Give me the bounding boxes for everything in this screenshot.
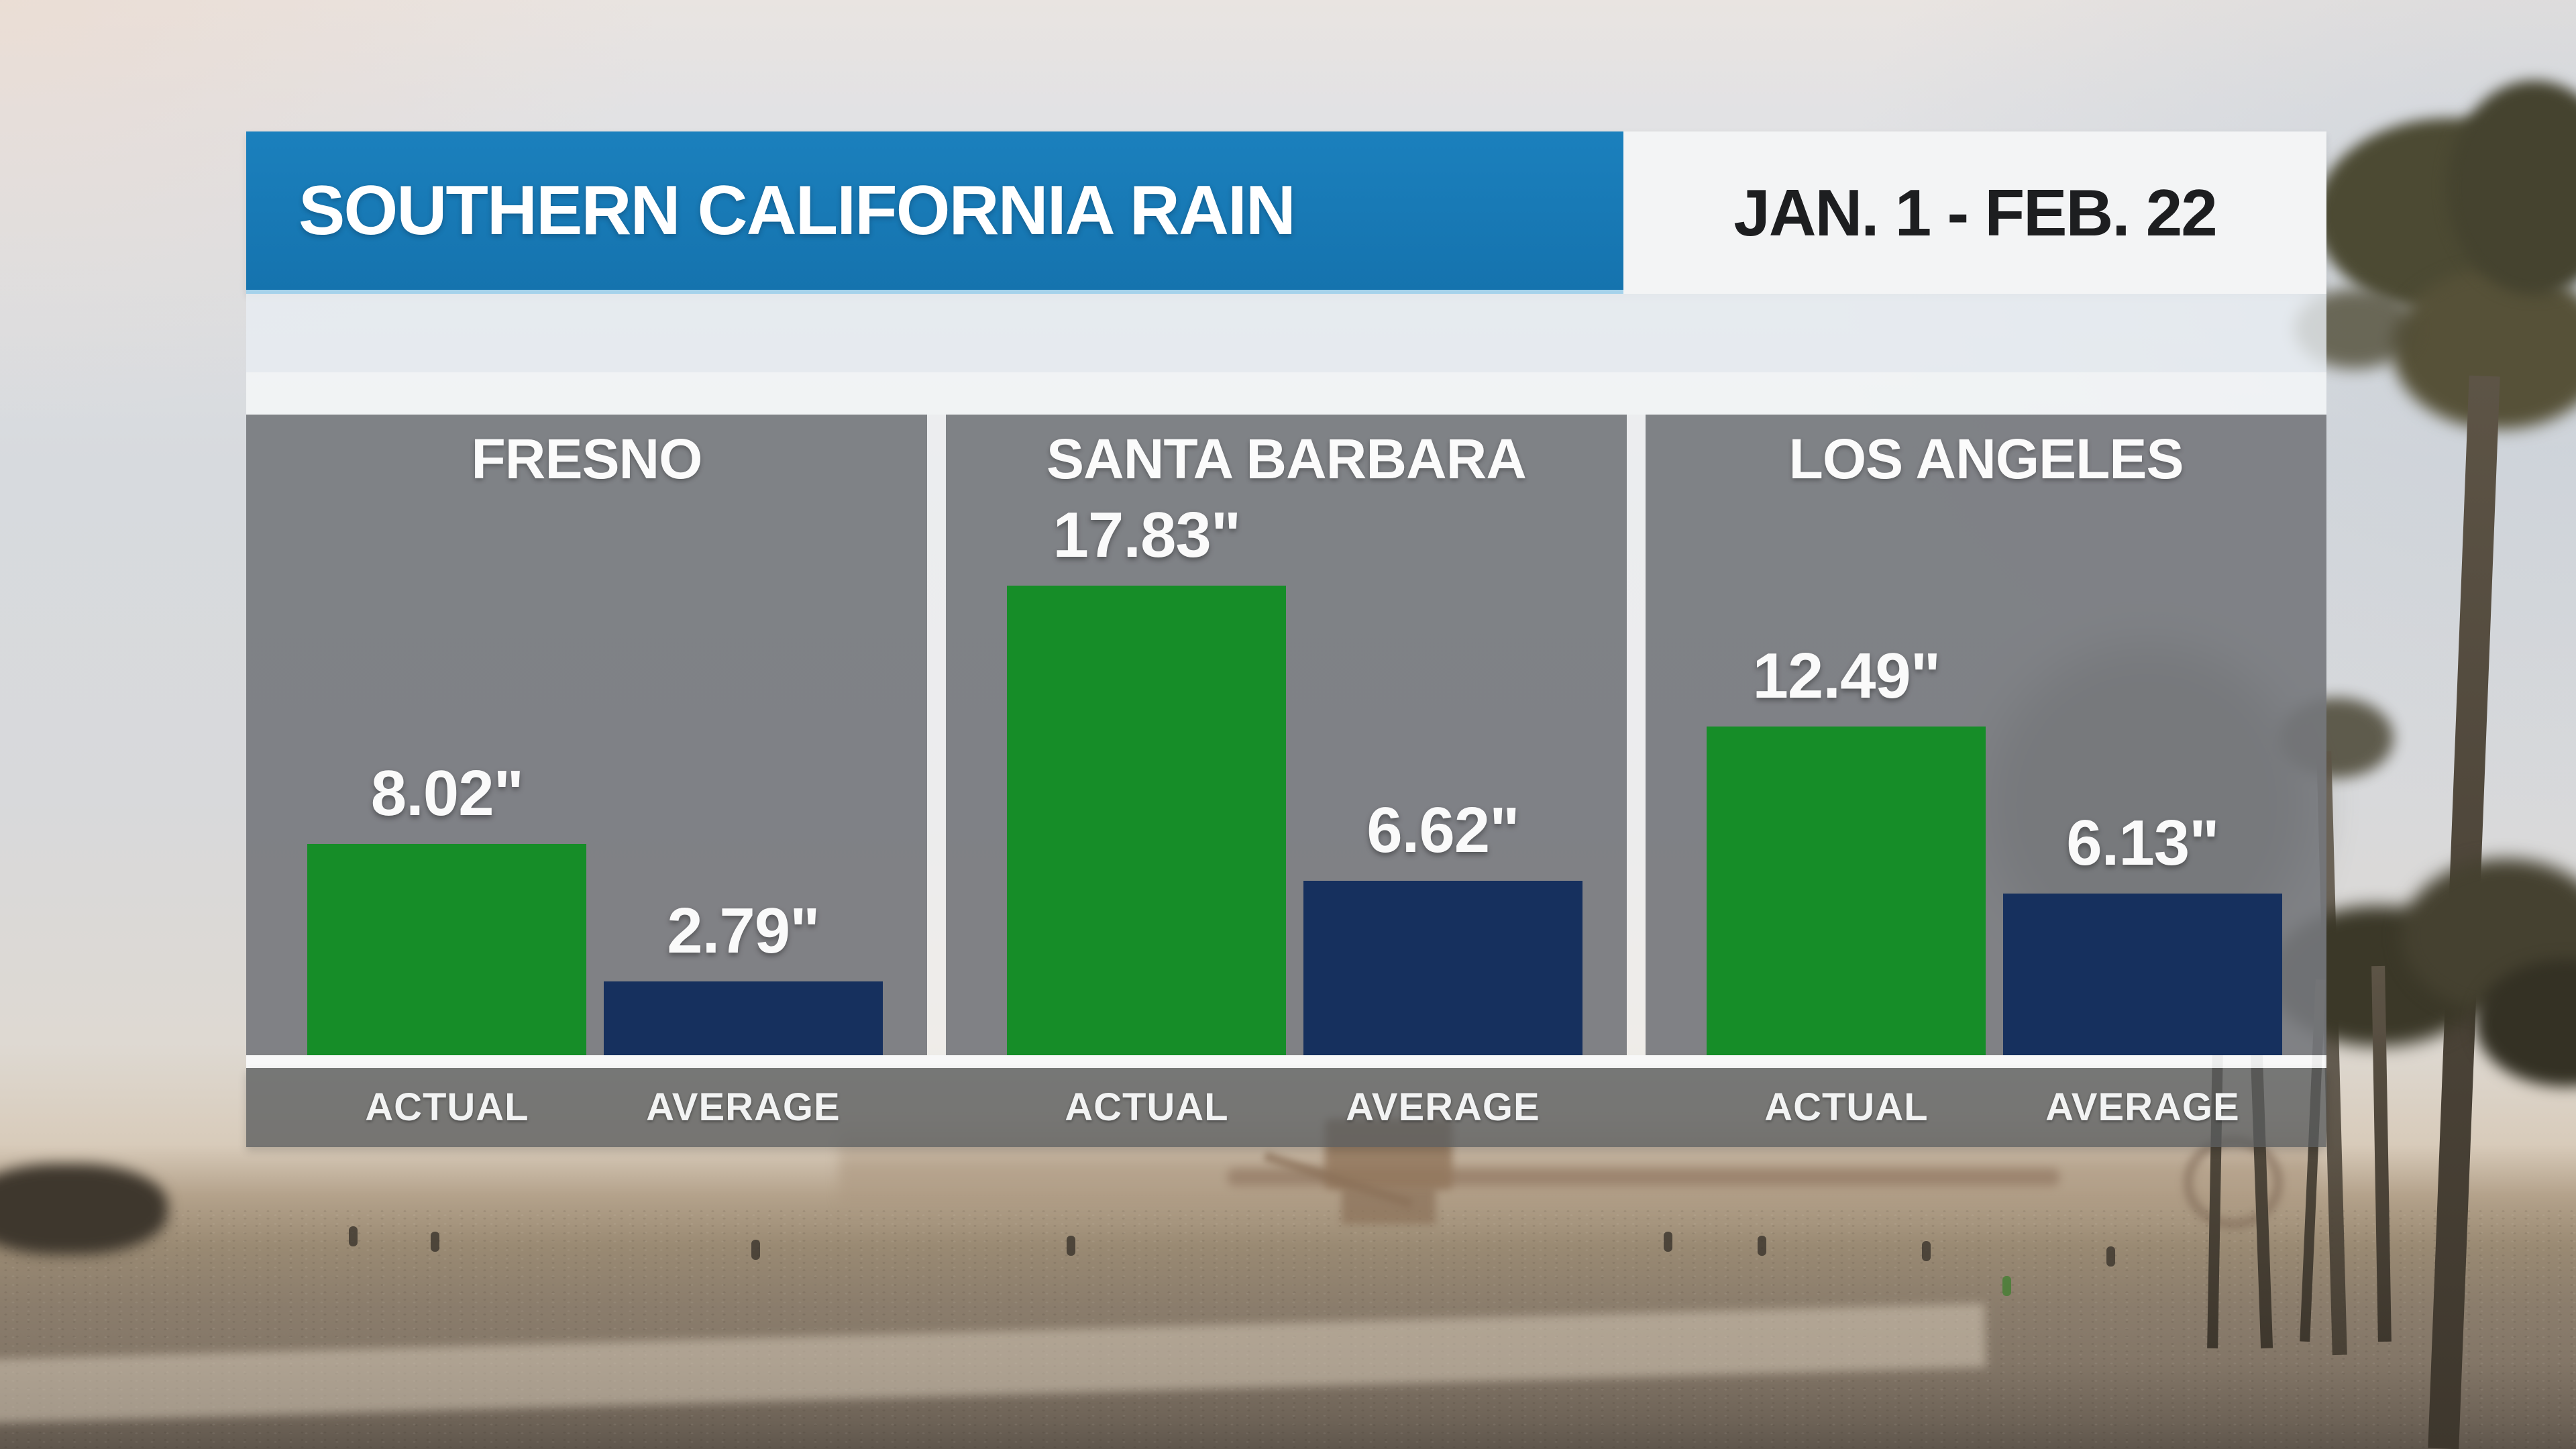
city-title: LOS ANGELES [1788,427,2184,490]
panel-fresno: FRESNO 8.02" 2.79" [246,415,927,1055]
header-bar: SOUTHERN CALIFORNIA RAIN JAN. 1 - FEB. 2… [246,131,2326,294]
average-bar [603,981,883,1055]
dark-foreground-object [0,1164,168,1254]
actual-bar [1007,586,1287,1055]
actual-axis-label: ACTUAL [365,1085,529,1129]
date-range-label: JAN. 1 - FEB. 22 [1733,175,2218,250]
translucent-strip-lower [246,372,2326,415]
actual-value-label: 17.83" [1053,499,1242,571]
average-value-label: 6.13" [2066,807,2219,879]
person-speck [1067,1236,1075,1256]
city-title: SANTA BARBARA [1046,427,1527,490]
actual-value-label: 8.02" [370,757,524,829]
person-speck [1758,1236,1766,1256]
rain-chart-overlay: SOUTHERN CALIFORNIA RAIN JAN. 1 - FEB. 2… [246,0,2326,1449]
actual-axis-label: ACTUAL [1764,1085,1929,1129]
average-axis-label: AVERAGE [2045,1085,2240,1129]
average-value-label: 6.62" [1366,794,1519,866]
actual-axis-label: ACTUAL [1065,1085,1229,1129]
average-bar [1303,881,1583,1055]
person-speck [751,1240,760,1260]
chart-panels-row: FRESNO 8.02" 2.79" SANTA BARBARA 17.83" … [246,415,2326,1055]
city-title: FRESNO [471,427,702,490]
person-speck-green [2002,1276,2011,1296]
axis-cell-los-angeles: ACTUAL AVERAGE [1646,1068,2326,1147]
person-speck [431,1232,439,1252]
axis-labels-strip: ACTUAL AVERAGE ACTUAL AVERAGE ACTUAL AVE… [246,1068,2326,1147]
header-date-box: JAN. 1 - FEB. 22 [1623,131,2326,294]
person-speck [1922,1241,1931,1261]
actual-value-label: 12.49" [1752,640,1941,712]
actual-bar [1707,727,1986,1055]
page-title: SOUTHERN CALIFORNIA RAIN [299,171,1296,250]
person-speck [1664,1232,1672,1252]
person-speck [2106,1246,2115,1267]
axis-cell-santa-barbara: ACTUAL AVERAGE [946,1068,1627,1147]
average-bar [2002,894,2283,1055]
person-speck [349,1226,358,1246]
header-title-box: SOUTHERN CALIFORNIA RAIN [246,131,1623,294]
bars-baseline-strip [246,1055,2326,1068]
translucent-strip-upper [246,294,2326,372]
panel-los-angeles: LOS ANGELES 12.49" 6.13" [1646,415,2326,1055]
average-axis-label: AVERAGE [1346,1085,1540,1129]
actual-bar [307,844,587,1055]
axis-cell-fresno: ACTUAL AVERAGE [246,1068,927,1147]
panel-santa-barbara: SANTA BARBARA 17.83" 6.62" [946,415,1627,1055]
average-axis-label: AVERAGE [646,1085,841,1129]
average-value-label: 2.79" [667,895,820,967]
